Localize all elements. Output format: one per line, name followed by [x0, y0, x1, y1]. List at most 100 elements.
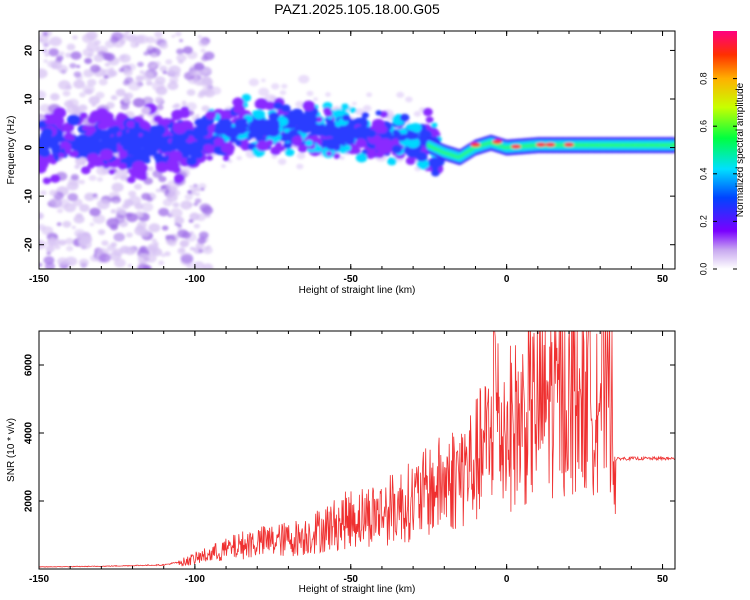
colorbar-gradient — [713, 31, 737, 269]
heatmap-blob — [48, 48, 59, 57]
heatmap-blob — [112, 175, 119, 180]
heatmap-blob — [65, 84, 72, 90]
heatmap-blob — [85, 31, 98, 41]
heatmap-blob — [176, 48, 184, 55]
heatmap-blob — [89, 207, 101, 217]
heatmap-blob — [400, 133, 408, 140]
heatmap-blob — [198, 248, 204, 254]
heatmap-blob — [168, 150, 183, 162]
heatmap-blob — [378, 143, 391, 155]
snr-xtick-label: 0 — [504, 574, 510, 585]
heatmap-blob — [180, 254, 194, 264]
heatmap-blob — [323, 107, 332, 114]
heatmap-blob — [296, 163, 304, 170]
heatmap-blob — [396, 91, 405, 98]
heatmap-blob — [156, 104, 164, 111]
heatmap-blob — [111, 160, 119, 167]
heatmap-blob — [409, 132, 419, 140]
heatmap-blob — [201, 105, 210, 112]
heatmap-blob — [375, 110, 382, 116]
snr-ytick-label: 2000 — [24, 489, 35, 512]
heatmap-blob — [147, 166, 154, 172]
heatmap-blob — [69, 62, 77, 69]
heatmap-blob — [189, 246, 195, 251]
heatmap-blob — [179, 131, 190, 141]
heatmap-blob — [43, 59, 48, 63]
heatmap-blob — [235, 140, 242, 146]
heatmap-blob — [65, 237, 74, 245]
heatmap-blob — [82, 125, 89, 131]
heatmap-blob — [142, 71, 154, 81]
heatmap-blob — [252, 127, 266, 139]
heatmap-blob — [314, 145, 323, 153]
heatmap-blob — [78, 258, 89, 267]
heatmap-blob — [137, 253, 150, 263]
heatmap-blob — [62, 90, 71, 97]
snr-xtick-label: -50 — [344, 574, 359, 585]
colorbar-tick-label: 0.4 — [698, 168, 708, 181]
heatmap-blob — [305, 139, 313, 147]
heatmap-peak — [511, 144, 521, 149]
heatmap-blob — [413, 111, 422, 117]
heatmap-blob — [399, 113, 410, 122]
colorbar-tick-label: 0.2 — [698, 215, 708, 228]
spectrogram-ytick-label: 10 — [24, 93, 35, 105]
snr-ylabel: SNR (10 * v/v) — [6, 418, 17, 482]
heatmap-blob — [167, 81, 179, 91]
heatmap-blob — [431, 169, 440, 177]
heatmap-blob — [296, 152, 306, 160]
heatmap-blob — [118, 162, 127, 170]
heatmap-blob — [241, 93, 252, 102]
spectrogram-xtick-label: 0 — [504, 274, 510, 285]
heatmap-blob — [110, 242, 117, 248]
heatmap-blob — [39, 90, 47, 100]
heatmap-blob — [168, 65, 181, 76]
heatmap-blob — [197, 69, 207, 77]
heatmap-blob — [87, 78, 97, 87]
heatmap-blob — [98, 78, 108, 86]
heatmap-blob — [81, 161, 86, 166]
heatmap-blob — [123, 97, 131, 103]
heatmap-blob — [113, 232, 125, 242]
heatmap-blob — [96, 177, 104, 182]
heatmap-blob — [75, 213, 83, 219]
spectrogram-xtick-label: -150 — [29, 274, 49, 285]
heatmap-blob — [59, 51, 65, 56]
heatmap-blob — [134, 183, 142, 190]
heatmap-blob — [171, 105, 177, 109]
heatmap-blob — [135, 75, 144, 82]
heatmap-blob — [73, 71, 82, 78]
heatmap-ridge-core — [672, 142, 675, 149]
heatmap-blob — [165, 239, 174, 245]
heatmap-blob — [355, 152, 368, 163]
heatmap-blob — [236, 155, 243, 161]
heatmap-blob — [136, 34, 149, 44]
heatmap-blob — [186, 89, 196, 96]
heatmap-peak — [470, 142, 481, 147]
heatmap-blob — [141, 106, 151, 115]
spectrogram-ytick-label: 0 — [24, 144, 35, 150]
heatmap-peak — [564, 142, 574, 147]
heatmap-blob — [160, 188, 166, 193]
heatmap-blob — [87, 115, 98, 124]
heatmap-blob — [49, 36, 62, 47]
heatmap-blob — [111, 182, 124, 193]
heatmap-blob — [280, 104, 291, 113]
snr-ytick-label: 4000 — [24, 421, 35, 444]
heatmap-blob — [201, 55, 209, 62]
heatmap-blobs — [39, 31, 675, 269]
heatmap-blob — [141, 192, 151, 201]
heatmap-blob — [125, 31, 131, 34]
heatmap-blob — [88, 96, 101, 105]
heatmap-blob — [139, 120, 149, 129]
heatmap-blob — [39, 68, 48, 79]
snr-panel: -150 -100 -50 0 50 2000 4000 6000 Height of str… — [6, 330, 676, 595]
heatmap-blob — [63, 100, 74, 108]
heatmap-blob — [154, 76, 166, 85]
heatmap-blob — [265, 139, 274, 146]
heatmap-blob — [406, 137, 420, 149]
heatmap-blob — [344, 136, 355, 145]
heatmap-blob — [195, 114, 200, 118]
heatmap-blob — [143, 51, 149, 56]
